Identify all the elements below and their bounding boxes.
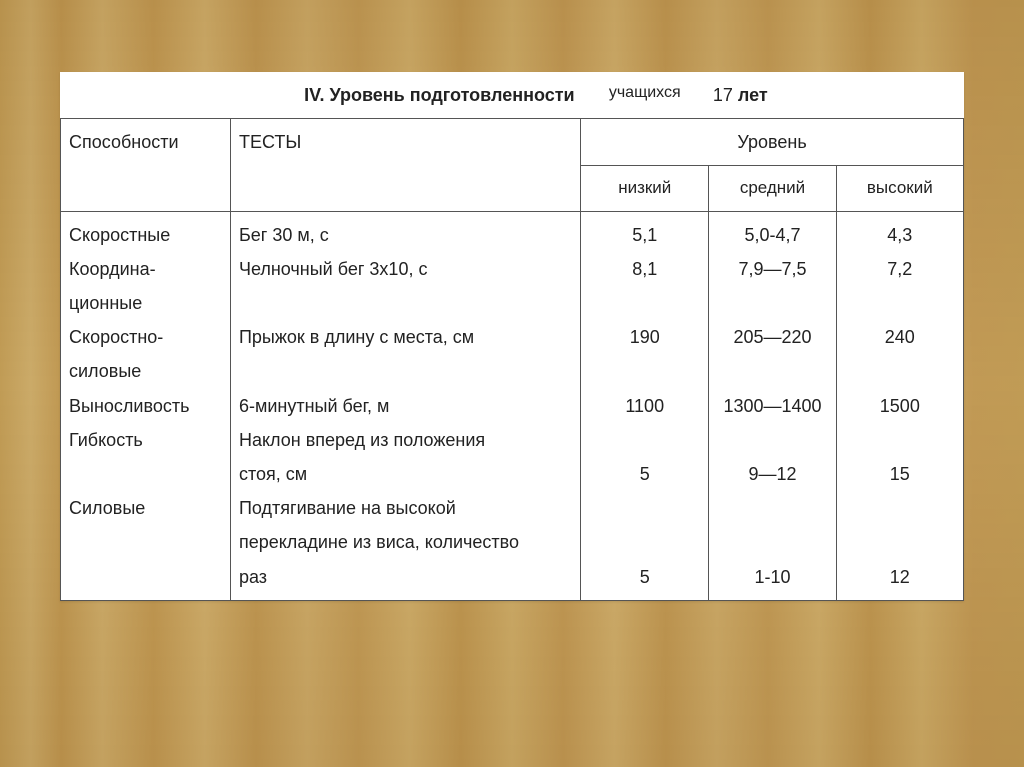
ability-cell: Координа-: [69, 252, 222, 286]
test-cell: Подтягивание на высокой: [239, 491, 572, 525]
table-row: Скоростные Координа- ционные Скоростно- …: [61, 211, 964, 600]
mid-cell: 1-10: [717, 560, 827, 594]
high-cell: 4,3: [845, 218, 955, 252]
mid-cell: 5,0-4,7: [717, 218, 827, 252]
mid-cell: [717, 525, 827, 559]
ability-cell: Выносливость: [69, 389, 222, 423]
low-cell: 1100: [589, 389, 700, 423]
low-cell: 5,1: [589, 218, 700, 252]
test-cell: Наклон вперед из положения: [239, 423, 572, 457]
ability-cell: Скоростно-: [69, 320, 222, 354]
test-cell: Прыжок в длину с места, см: [239, 320, 572, 354]
high-cell: [845, 491, 955, 525]
ability-cell: [69, 525, 222, 559]
low-cell: 5: [589, 457, 700, 491]
mid-cell: 205—220: [717, 320, 827, 354]
title-row: IV. Уровень подготовленности учащихся 17…: [61, 72, 964, 119]
mid-cell: 9—12: [717, 457, 827, 491]
test-cell: Бег 30 м, с: [239, 218, 572, 252]
table-title-age: 17 лет: [709, 72, 964, 119]
test-cell: [239, 354, 572, 388]
ability-cell: Скоростные: [69, 218, 222, 252]
ability-cell: Силовые: [69, 491, 222, 525]
fitness-table: IV. Уровень подготовленности учащихся 17…: [60, 72, 964, 601]
high-cell: 1500: [845, 389, 955, 423]
low-cell: 190: [589, 320, 700, 354]
ability-cell: Гибкость: [69, 423, 222, 457]
low-cell: [589, 491, 700, 525]
high-cell: [845, 423, 955, 457]
header-low: низкий: [581, 166, 709, 211]
high-cell: [845, 354, 955, 388]
high-cell: 7,2: [845, 252, 955, 286]
table-title-sub1: учащихся: [581, 72, 709, 119]
mid-cell: [717, 286, 827, 320]
low-cell: [589, 286, 700, 320]
test-cell: 6-минутный бег, м: [239, 389, 572, 423]
test-column: Бег 30 м, с Челночный бег 3х10, с Прыжок…: [230, 211, 580, 600]
high-cell: 15: [845, 457, 955, 491]
high-cell: 240: [845, 320, 955, 354]
ability-column: Скоростные Координа- ционные Скоростно- …: [61, 211, 231, 600]
low-cell: 5: [589, 560, 700, 594]
high-cell: [845, 525, 955, 559]
table-title: IV. Уровень подготовленности: [61, 72, 581, 119]
low-column: 5,1 8,1 190 1100 5 5: [581, 211, 709, 600]
mid-cell: [717, 423, 827, 457]
header-ability: Способности: [61, 119, 231, 211]
low-cell: [589, 525, 700, 559]
test-cell: стоя, см: [239, 457, 572, 491]
low-cell: [589, 423, 700, 457]
high-column: 4,3 7,2 240 1500 15 12: [836, 211, 963, 600]
header-high: высокий: [836, 166, 963, 211]
ability-cell: ционные: [69, 286, 222, 320]
test-cell: [239, 286, 572, 320]
age-number: 17: [713, 85, 733, 105]
low-cell: [589, 354, 700, 388]
mid-cell: 1300—1400: [717, 389, 827, 423]
fitness-table-card: IV. Уровень подготовленности учащихся 17…: [60, 72, 964, 601]
mid-cell: 7,9—7,5: [717, 252, 827, 286]
header-level: Уровень: [581, 119, 964, 166]
mid-column: 5,0-4,7 7,9—7,5 205—220 1300—1400 9—12 1…: [709, 211, 836, 600]
test-cell: перекладине из виса, количество: [239, 525, 572, 559]
age-word: лет: [738, 85, 768, 105]
high-cell: 12: [845, 560, 955, 594]
mid-cell: [717, 354, 827, 388]
ability-cell: [69, 560, 222, 594]
low-cell: 8,1: [589, 252, 700, 286]
ability-cell: силовые: [69, 354, 222, 388]
ability-cell: [69, 457, 222, 491]
test-cell: раз: [239, 560, 572, 594]
mid-cell: [717, 491, 827, 525]
test-cell: Челночный бег 3х10, с: [239, 252, 572, 286]
header-mid: средний: [709, 166, 836, 211]
header-tests: ТЕСТЫ: [230, 119, 580, 211]
header-row-1: Способности ТЕСТЫ Уровень: [61, 119, 964, 166]
high-cell: [845, 286, 955, 320]
